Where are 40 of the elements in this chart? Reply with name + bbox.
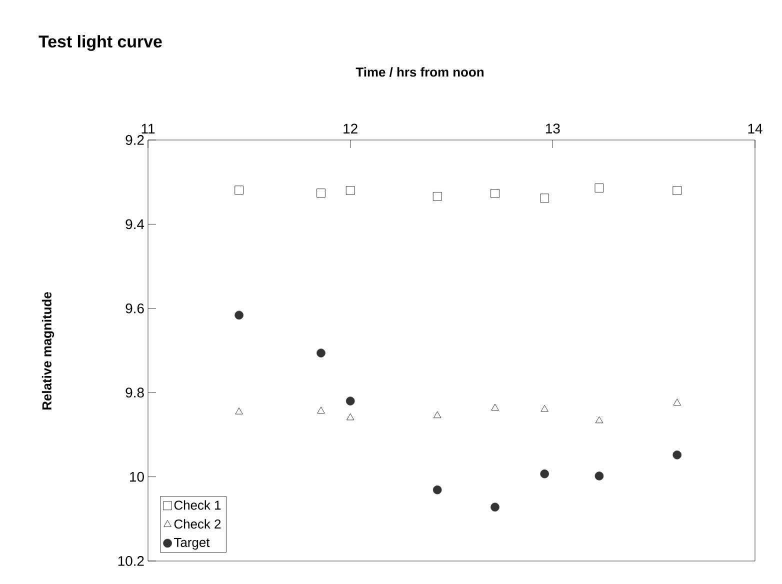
point <box>672 186 682 195</box>
point <box>540 405 548 412</box>
point <box>540 194 549 202</box>
y-axis-title: Relative magnitude <box>42 292 54 410</box>
point <box>432 192 442 201</box>
point <box>346 413 354 420</box>
y-tick-label: 9.4 <box>126 219 144 230</box>
point <box>346 396 355 406</box>
y-tick-label: 9.6 <box>126 303 144 314</box>
x-tick-label: 13 <box>546 124 560 134</box>
y-tick-label: 9.8 <box>126 388 144 398</box>
y-tick-label: 10.2 <box>118 556 144 566</box>
x-axis-title: Time / hrs from noon <box>356 67 484 77</box>
point <box>316 348 326 358</box>
point <box>594 472 604 480</box>
point <box>346 186 355 195</box>
point <box>491 404 499 410</box>
point <box>594 184 604 192</box>
point <box>673 398 681 406</box>
point <box>672 450 682 460</box>
x-tick-label: 14 <box>748 124 762 134</box>
x-tick-label: 12 <box>344 124 358 134</box>
point <box>434 411 442 418</box>
point <box>235 408 243 414</box>
point <box>595 416 604 424</box>
x-tick-label: 11 <box>142 124 155 134</box>
point <box>540 469 549 478</box>
legend-label: Check 1 <box>174 500 221 510</box>
point <box>234 186 244 194</box>
y-tick-label: 9.2 <box>126 135 144 145</box>
point <box>234 310 244 320</box>
legend-label: Check 2 <box>174 519 221 529</box>
chart-title: Test light curve <box>38 35 162 51</box>
point <box>317 406 325 414</box>
point <box>432 485 442 494</box>
point <box>316 188 326 198</box>
y-tick-label: 10 <box>130 472 144 482</box>
point <box>490 502 500 512</box>
point <box>490 189 500 198</box>
legend-label: Target <box>174 538 210 550</box>
